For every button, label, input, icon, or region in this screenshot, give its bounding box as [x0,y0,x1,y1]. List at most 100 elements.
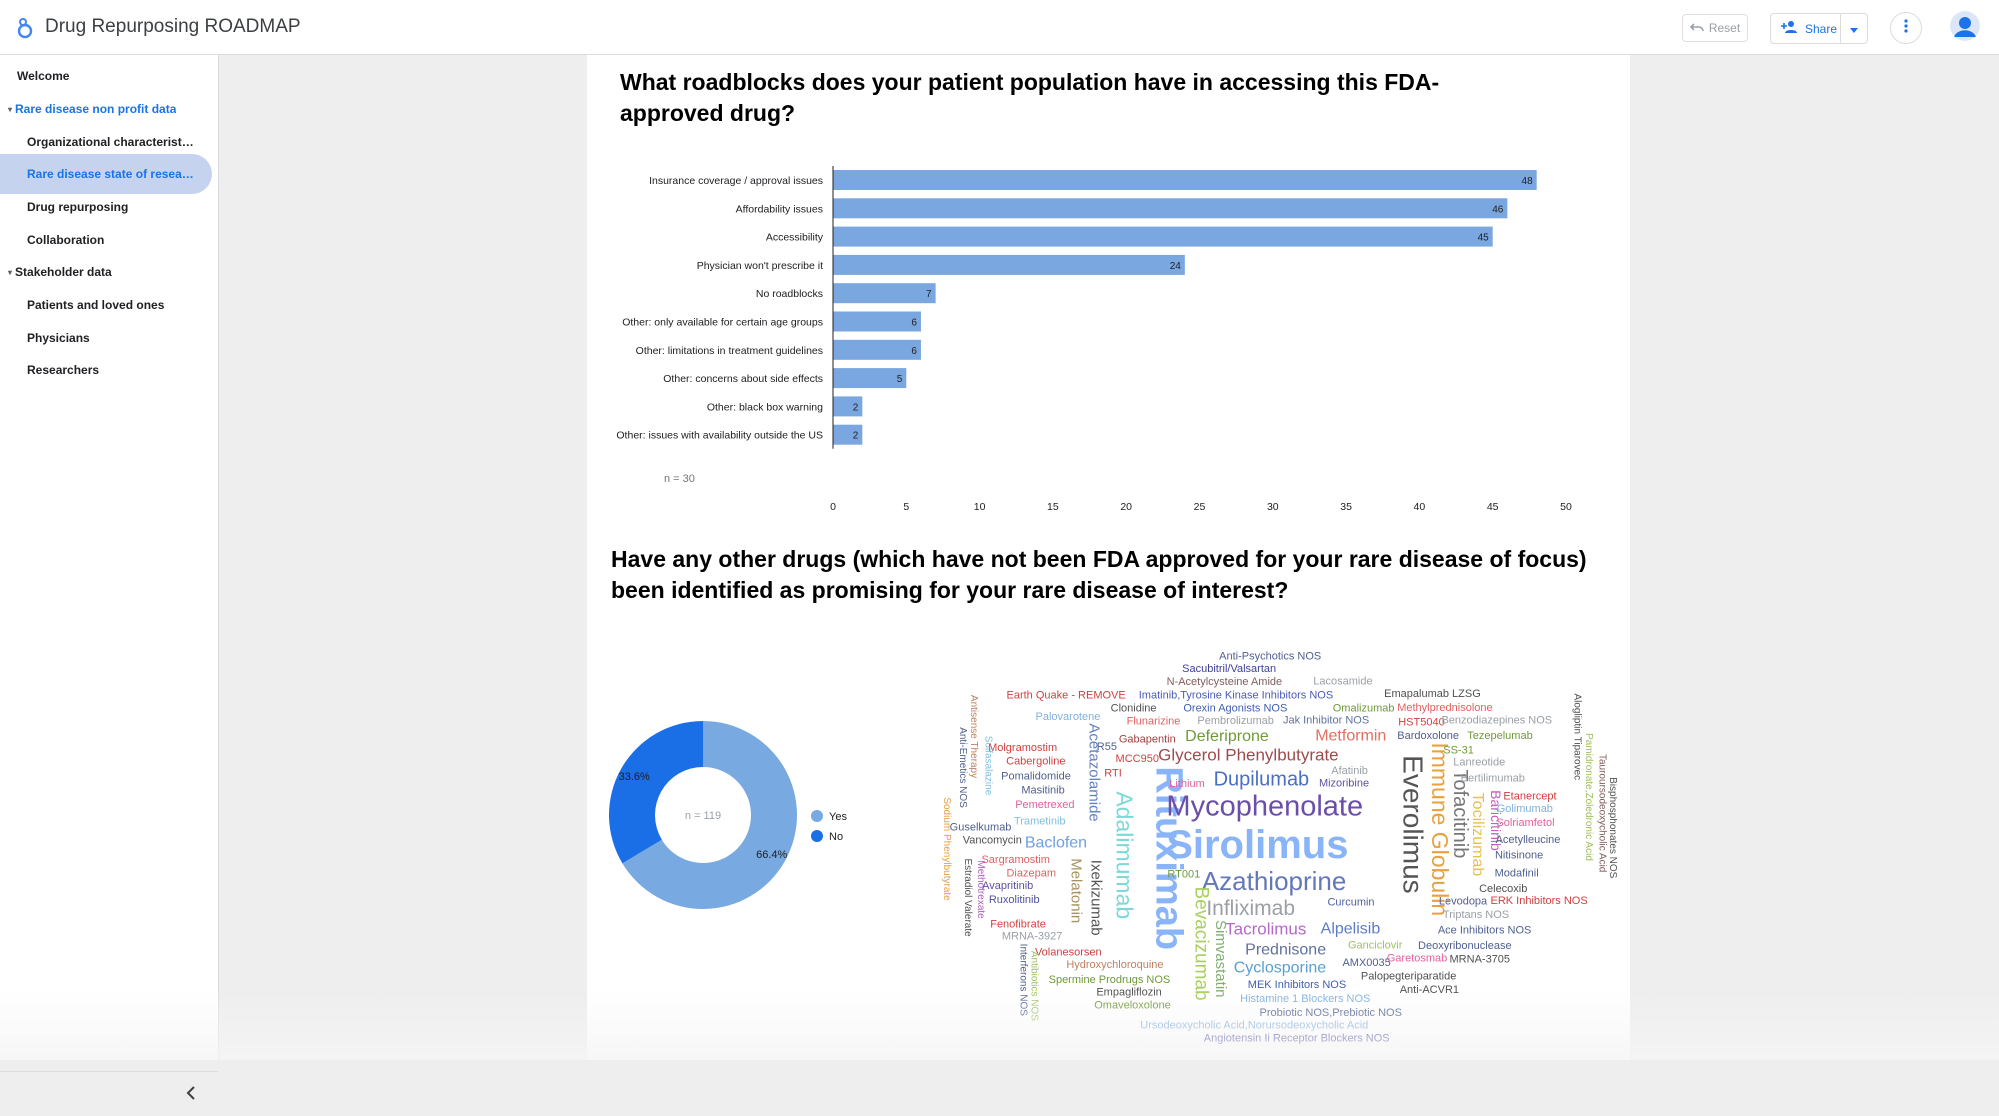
word-cloud-term[interactable]: Palopegteriparatide [1361,971,1456,983]
word-cloud-term[interactable]: Interferons NOS [1017,944,1028,1017]
word-cloud-term[interactable]: Immune Globulin [1427,742,1453,916]
word-cloud-term[interactable]: Sirolimus [1166,823,1348,867]
word-cloud-term[interactable]: Imatinib,Tyrosine Kinase Inhibitors NOS [1139,690,1333,702]
word-cloud-term[interactable]: Vancomycin [963,834,1022,846]
word-cloud-term[interactable]: Sodium Phenylbutyrate [941,797,952,901]
word-cloud-term[interactable]: R55 [1097,741,1117,753]
word-cloud-term[interactable]: Ace Inhibitors NOS [1438,925,1532,937]
word-cloud-term[interactable]: Simvastatin [1212,920,1229,998]
word-cloud-term[interactable]: Anti-Emetics NOS [957,727,968,808]
bar[interactable] [833,368,907,389]
word-cloud-term[interactable]: Ganciclovir [1348,939,1403,951]
sidebar-item-3[interactable]: Rare disease state of resear... [0,154,212,194]
word-cloud-term[interactable]: Mycophenolate [1166,791,1363,823]
chevron-left-icon[interactable] [186,1086,196,1105]
bar[interactable] [833,311,921,332]
word-cloud-term[interactable]: Prednisone [1245,941,1326,958]
word-cloud-term[interactable]: Rituximab [1147,766,1189,950]
word-cloud-term[interactable]: Bisphosphonates NOS [1607,777,1617,879]
word-cloud-term[interactable]: ERK Inhibitors NOS [1491,895,1588,907]
word-cloud-term[interactable]: Spermine Prodrugs NOS [1049,974,1171,986]
bar[interactable] [833,226,1493,247]
share-dropdown-button[interactable] [1840,14,1867,43]
word-cloud-term[interactable]: N-Acetylcysteine Amide [1167,676,1283,688]
word-cloud-term[interactable]: Acetylleucine [1496,834,1561,846]
word-cloud-term[interactable]: AMX0035 [1342,957,1390,969]
word-cloud-term[interactable]: Masitinib [1021,784,1064,796]
word-cloud-term[interactable]: Angiotensin Ii Receptor Blockers NOS [1204,1032,1390,1044]
word-cloud-term[interactable]: Baclofen [1025,834,1087,851]
sidebar-section-1[interactable]: ▾ Rare disease non profit data [0,89,176,129]
donut-slice[interactable] [622,721,797,909]
word-cloud-term[interactable]: Molgramostim [988,742,1057,754]
word-cloud-term[interactable]: Probiotic NOS,Prebiotic NOS [1260,1007,1402,1019]
word-cloud-term[interactable]: Pemetrexed [1015,799,1074,811]
word-cloud-term[interactable]: Solriamfetol [1496,817,1554,829]
word-cloud-term[interactable]: Anti-ACVR1 [1400,984,1459,996]
word-cloud-term[interactable]: Earth Quake - REMOVE [1007,689,1126,701]
word-cloud-term[interactable]: SS-31 [1443,744,1474,756]
word-cloud-term[interactable]: Pembrolizumab [1197,715,1273,727]
word-cloud-term[interactable]: Histamine 1 Blockers NOS [1240,993,1370,1005]
word-cloud-term[interactable]: Etanercept [1503,791,1556,803]
word-cloud-term[interactable]: Methylprednisolone [1397,702,1492,714]
word-cloud-term[interactable]: Afatinib [1331,765,1368,777]
word-cloud-term[interactable]: Tacrolimus [1225,920,1306,939]
word-cloud-term[interactable]: Antisense Therapy [968,695,979,778]
word-cloud-term[interactable]: Flunarizine [1127,715,1181,727]
word-cloud-term[interactable]: Anti-Psychotics NOS [1219,651,1321,663]
bar[interactable] [833,198,1508,219]
word-cloud-term[interactable]: Melatonin [1067,858,1084,923]
word-cloud-term[interactable]: Cabergoline [1006,755,1065,767]
word-cloud-term[interactable]: Adalimumab [1111,791,1137,919]
account-avatar[interactable] [1950,11,1980,41]
bar[interactable] [833,283,936,304]
word-cloud-term[interactable]: Lanreotide [1453,757,1505,769]
word-cloud-term[interactable]: RT001 [1167,868,1200,880]
word-cloud-term[interactable]: MEK Inhibitors NOS [1248,979,1346,991]
word-cloud-term[interactable]: Garetosmab [1387,953,1448,965]
word-cloud-term[interactable]: Diazepam [1006,867,1056,879]
word-cloud-term[interactable]: Azathioprine [1202,866,1347,896]
word-cloud-term[interactable]: MRNA-3927 [1002,931,1063,943]
word-cloud-term[interactable]: Sacubitril/Valsartan [1182,663,1276,675]
word-cloud-term[interactable]: Infliximab [1206,897,1295,920]
word-cloud-term[interactable]: Methotrexate [975,860,986,919]
word-cloud-term[interactable]: HST5040 [1398,716,1444,728]
word-cloud-term[interactable]: Acetazolamide [1085,723,1102,821]
word-cloud-term[interactable]: Ruxolitinib [989,894,1040,906]
word-cloud-term[interactable]: Bardoxolone [1397,730,1459,742]
word-cloud-term[interactable]: Baricitinib [1488,790,1504,851]
word-cloud-term[interactable]: Benzodiazepines NOS [1441,714,1552,726]
word-cloud-term[interactable]: Gabapentin [1119,734,1176,746]
word-cloud-term[interactable]: Sargramostim [981,854,1049,866]
bar[interactable] [833,424,863,445]
word-cloud-term[interactable]: Guselkumab [950,821,1012,833]
more-options-button[interactable] [1890,12,1922,44]
word-cloud-term[interactable]: Tofacitinib [1449,769,1471,858]
word-cloud-term[interactable]: Fenofibrate [990,918,1046,930]
word-cloud-term[interactable]: Clonidine [1111,702,1157,714]
word-cloud-term[interactable]: Omalizumab [1333,702,1395,714]
word-cloud-term[interactable]: Lacosamide [1313,676,1372,688]
word-cloud-term[interactable]: Avapritinib [982,880,1033,892]
word-cloud-term[interactable]: Antibiotics NOS [1028,951,1039,1021]
word-cloud-term[interactable]: Pamidronate,Zoledronic Acid [1583,733,1594,861]
word-cloud-term[interactable]: Hydroxychloroquine [1066,959,1163,971]
word-cloud-term[interactable]: Ixekizumab [1087,860,1104,936]
word-cloud-term[interactable]: Pomalidomide [1001,770,1071,782]
word-cloud-term[interactable]: Everolimus [1398,755,1429,893]
word-cloud-term[interactable]: Deferiprone [1185,728,1269,745]
word-cloud-term[interactable]: Orexin Agonists NOS [1183,703,1287,715]
word-cloud-term[interactable]: Volanesorsen [1035,946,1102,958]
bar[interactable] [833,254,1185,275]
sidebar-section-6[interactable]: ▾ Stakeholder data [0,252,112,292]
word-cloud-term[interactable]: MCC950 [1116,753,1159,765]
word-cloud-term[interactable]: Bevacizumab [1191,887,1212,1001]
word-cloud-term[interactable]: Golimumab [1497,803,1553,815]
word-cloud-term[interactable]: Deoxyribonuclease [1418,940,1512,952]
word-cloud-term[interactable]: Tauroursodeoxycholic Acid [1596,754,1607,872]
word-cloud-term[interactable]: Tezepelumab [1467,730,1532,742]
word-cloud-term[interactable]: Modafinil [1495,867,1539,879]
word-cloud-term[interactable]: Ursodeoxycholic Acid,Norursodeoxycholic … [1140,1020,1368,1032]
